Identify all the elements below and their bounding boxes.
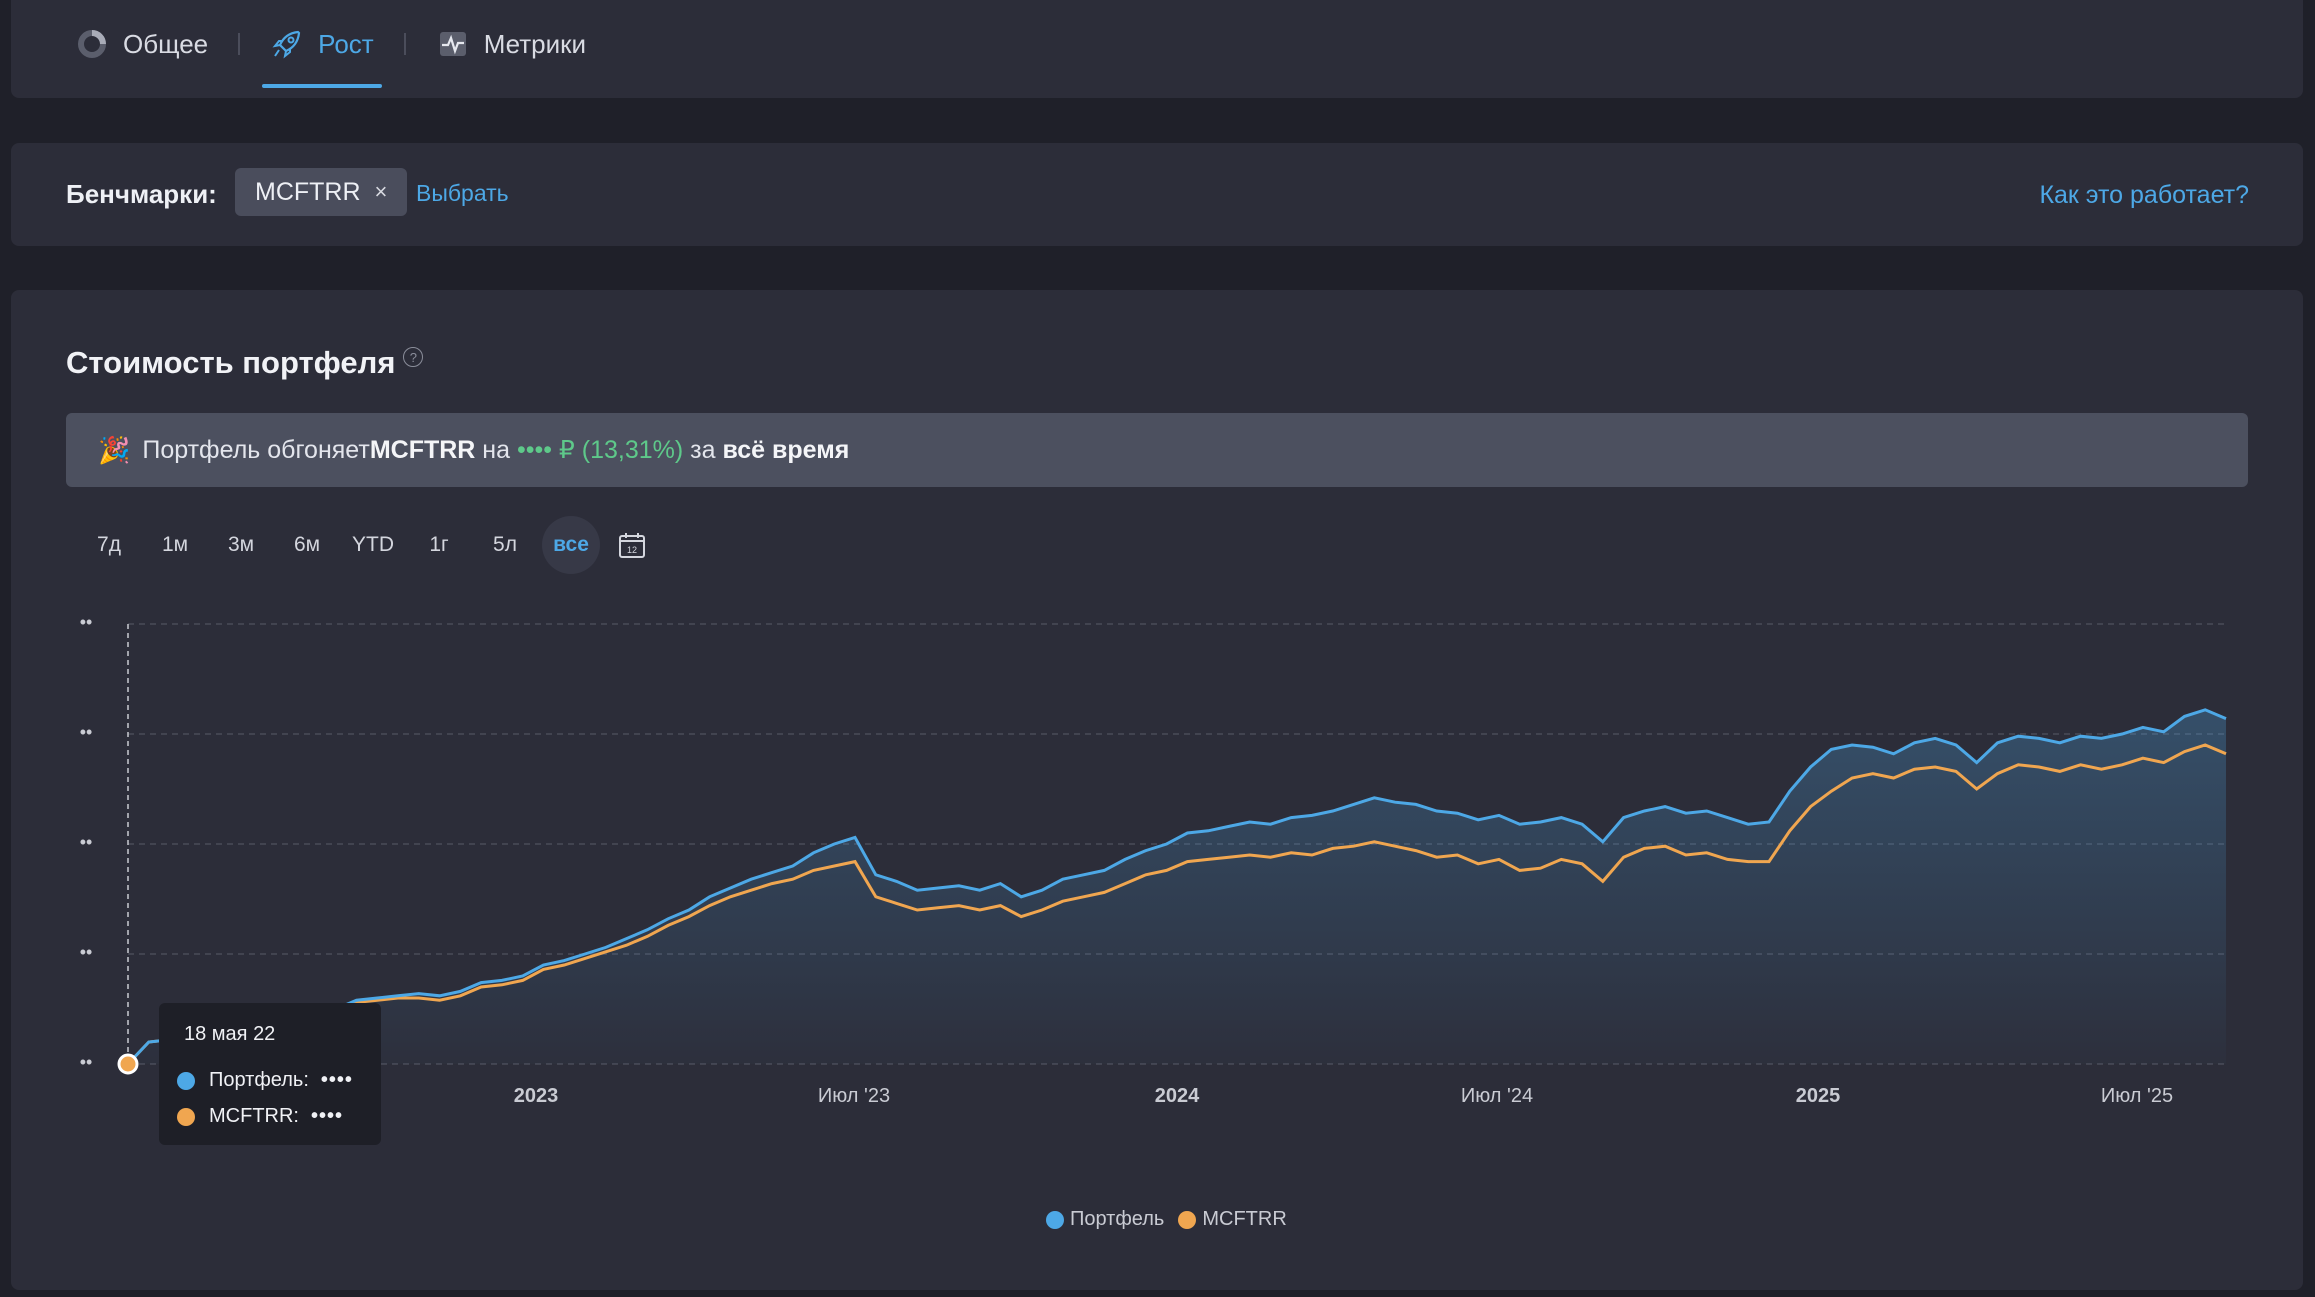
- help-icon[interactable]: ?: [403, 347, 424, 367]
- banner-text-1: Портфель обгоняет: [142, 435, 370, 464]
- tab-growth[interactable]: Рост: [262, 0, 382, 88]
- period-selector: 7д 1м 3м 6м YTD 1г 5л все 12: [76, 516, 652, 574]
- y-axis: •• •• •• •• ••: [80, 612, 93, 1072]
- x-tick-label: 2023: [514, 1085, 559, 1107]
- x-tick-label: 2025: [1796, 1085, 1841, 1107]
- how-it-works-link[interactable]: Как это работает?: [2039, 181, 2249, 209]
- y-tick-label: ••: [80, 832, 93, 852]
- rocket-icon: [270, 27, 304, 61]
- tab-bar: Общее Рост Метрики: [67, 0, 594, 88]
- y-tick-label: ••: [80, 942, 93, 962]
- title-text: Стоимость портфеля: [66, 345, 396, 380]
- tooltip-value: ••••: [310, 1105, 343, 1127]
- benchmark-chip[interactable]: MCFTRR ×: [235, 168, 408, 216]
- benchmark-chip-label: MCFTRR: [255, 177, 361, 206]
- tab-metrics[interactable]: Метрики: [428, 0, 594, 88]
- period-ytd[interactable]: YTD: [352, 533, 394, 556]
- banner-benchmark: MCFTRR: [369, 435, 476, 464]
- benchmark-dot-icon: [177, 1107, 195, 1126]
- donut-chart-icon: [75, 27, 109, 61]
- tab-divider: [238, 33, 241, 55]
- period-all[interactable]: все: [542, 516, 600, 574]
- tab-overview-label: Общее: [123, 28, 209, 59]
- comparison-banner: 🎉 Портфель обгоняет MCFTRR на •••• ₽ (13…: [66, 413, 2248, 487]
- tooltip-label: Портфель:: [209, 1069, 309, 1091]
- period-6m[interactable]: 6м: [293, 533, 321, 556]
- portfolio-area: [128, 709, 2226, 1064]
- legend-item-benchmark[interactable]: MCFTRR: [1178, 1208, 1287, 1231]
- calendar-icon[interactable]: 12: [612, 525, 652, 565]
- hover-point: [117, 1053, 139, 1075]
- tooltip-label: MCFTRR:: [209, 1105, 299, 1127]
- banner-text-3: за: [683, 435, 723, 464]
- tabs-card: Общее Рост Метрики: [11, 0, 2303, 98]
- benchmarks-card: Бенчмарки: MCFTRR × Выбрать Как это рабо…: [11, 143, 2303, 246]
- choose-benchmark-link[interactable]: Выбрать: [416, 180, 509, 206]
- banner-difference: •••• ₽ (13,31%): [516, 436, 684, 464]
- x-tick-label: Июл '23: [818, 1085, 890, 1107]
- x-tick-label: Июл '24: [1461, 1085, 1533, 1107]
- series-line-portfolio: [126, 708, 2227, 1066]
- period-1y[interactable]: 1г: [429, 533, 449, 556]
- tooltip-row-portfolio: Портфель: ••••: [177, 1069, 353, 1092]
- x-tick-label: 2024: [1155, 1085, 1200, 1107]
- banner-text-2: на: [475, 435, 517, 464]
- legend-item-portfolio[interactable]: Портфель: [1046, 1208, 1164, 1231]
- banner-period: всё время: [722, 435, 850, 464]
- chart-legend: Портфель MCFTRR: [1046, 1208, 1301, 1231]
- svg-text:12: 12: [627, 545, 637, 555]
- period-5y[interactable]: 5л: [493, 533, 517, 556]
- period-3m[interactable]: 3м: [227, 533, 255, 556]
- legend-dot-icon: [1178, 1210, 1197, 1229]
- tab-growth-label: Рост: [318, 28, 374, 59]
- page-title: Стоимость портфеля ?: [66, 345, 424, 381]
- x-tick-label: Июл '25: [2101, 1085, 2173, 1107]
- tooltip-value: ••••: [320, 1069, 353, 1091]
- legend-dot-icon: [1046, 1210, 1064, 1229]
- tab-metrics-label: Метрики: [483, 28, 587, 59]
- tab-divider: [403, 33, 406, 55]
- period-7d[interactable]: 7д: [97, 533, 121, 556]
- tab-overview[interactable]: Общее: [67, 0, 216, 88]
- chart-tooltip: 18 мая 22 Портфель: •••• MCFTRR: ••••: [159, 1003, 381, 1145]
- y-tick-label: ••: [80, 1052, 93, 1072]
- tooltip-row-benchmark: MCFTRR: ••••: [177, 1105, 343, 1128]
- party-popper-icon: 🎉: [98, 434, 131, 465]
- benchmarks-label: Бенчмарки:: [66, 179, 217, 209]
- period-1m[interactable]: 1м: [161, 533, 189, 556]
- close-icon[interactable]: ×: [374, 179, 388, 204]
- series-line-mcftrr: [126, 743, 2227, 1066]
- tooltip-date: 18 мая 22: [184, 1023, 276, 1045]
- y-tick-label: ••: [80, 612, 93, 632]
- pulse-icon: [436, 27, 470, 61]
- portfolio-value-card: Стоимость портфеля ? 🎉 Портфель обгоняет…: [11, 290, 2303, 1290]
- legend-label: Портфель: [1070, 1208, 1165, 1230]
- portfolio-dot-icon: [177, 1071, 195, 1090]
- legend-label: MCFTRR: [1202, 1208, 1287, 1230]
- y-tick-label: ••: [80, 722, 93, 742]
